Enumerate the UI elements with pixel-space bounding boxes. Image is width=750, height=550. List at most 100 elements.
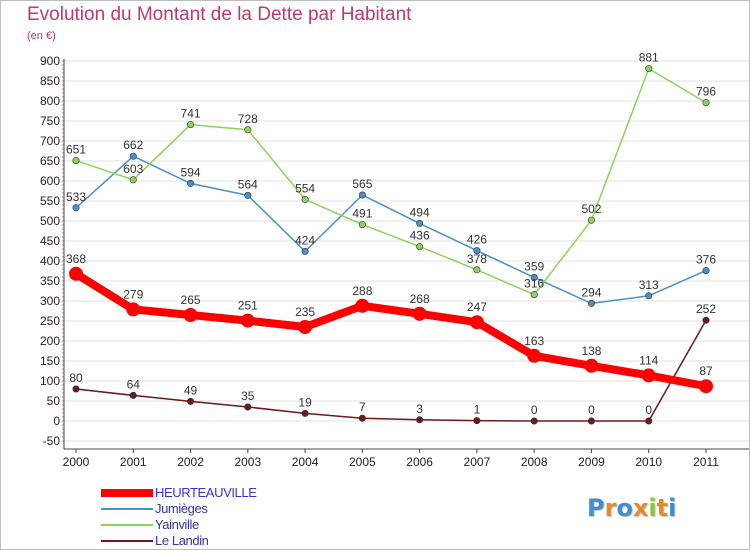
y-tick-label: 250 [40,314,60,328]
data-label: 564 [238,177,258,191]
chart-title: Evolution du Montant de la Dette par Hab… [27,4,412,25]
data-label: 64 [127,377,141,391]
x-tick-label: 2007 [464,455,491,469]
data-point [355,298,370,313]
data-label: 80 [69,371,83,385]
data-point [301,247,309,255]
data-label: 19 [298,395,312,409]
legend-label: Le Landin [155,533,209,548]
y-tick-label: 200 [40,334,60,348]
data-point [72,204,80,212]
y-tick-label: 100 [40,374,60,388]
data-point [587,417,595,425]
data-point [469,315,484,330]
logo-letter: o [616,494,633,522]
data-label: 316 [524,277,544,291]
y-tick-label: 550 [40,194,60,208]
logo-letter: i [648,494,657,522]
y-tick-label: -50 [43,434,61,448]
legend-swatch [101,489,153,497]
series-0: 368 279 265 251 235 288 268 247 163 138 114 87 [66,252,713,394]
data-label: 7 [359,400,366,414]
legend-swatch [101,524,153,526]
data-point [587,216,595,224]
data-label: 247 [467,300,487,314]
series-1: 533 662 594 564 424 565 494 426 359 294 313 376 [66,138,716,307]
y-tick-label: 500 [40,214,60,228]
data-point [358,191,366,199]
legend-label: Yainville [155,517,199,532]
data-label: 603 [123,162,143,176]
x-tick-label: 2008 [521,455,548,469]
data-label: 313 [639,278,659,292]
data-point [129,391,137,399]
series-line [75,67,707,296]
y-tick-label: 800 [40,94,60,108]
y-tick-label: 650 [40,154,60,168]
data-label: 235 [295,305,315,319]
data-label: 49 [184,383,198,397]
data-point [473,247,481,255]
y-tick-label: 300 [40,294,60,308]
data-point [129,176,137,184]
series-line [73,270,707,391]
legend-label: Jumièges [155,501,208,516]
data-label: 0 [531,403,538,417]
data-label: 565 [352,177,372,191]
data-label: 436 [410,229,430,243]
data-label: 3 [416,402,423,416]
data-point [187,397,195,405]
data-label: 881 [639,51,659,65]
series-3: 80 64 49 35 19 7 3 1 0 0 0 252 [69,302,716,425]
x-tick-label: 2010 [635,455,662,469]
data-point [298,320,313,334]
logo-letter: P [587,494,605,522]
y-tick-label: 400 [40,254,60,268]
data-point [244,126,252,134]
y-tick-label: 50 [47,394,61,408]
data-label: 1 [474,403,481,417]
data-label: 35 [241,389,255,403]
data-point [645,417,653,425]
data-point [240,313,255,328]
data-label: 0 [645,403,652,417]
data-label: 288 [352,284,372,298]
series-line [75,319,707,422]
data-label: 294 [581,285,601,299]
data-label: 279 [123,287,143,301]
data-point [527,348,542,363]
y-tick-label: 450 [40,234,60,248]
y-tick-label: 600 [40,174,60,188]
data-point [244,403,252,411]
data-label: 424 [295,233,315,247]
x-tick-label: 2000 [63,455,90,469]
data-point [72,385,80,393]
data-label: 163 [524,334,544,348]
data-label: 87 [699,364,713,378]
data-point [187,121,195,129]
data-point [416,243,424,251]
logo-letter: t [656,494,669,522]
data-point [358,414,366,422]
x-tick-label: 2009 [578,455,605,469]
data-label: 594 [181,165,201,179]
data-label: 662 [123,138,143,152]
data-point [69,266,83,281]
x-tick-label: 2005 [349,455,376,469]
data-point [645,65,653,73]
data-point [702,99,710,107]
series-2: 651 603 741 728 554 491 436 378 316 502 881 796 [66,51,716,299]
data-point [416,219,424,227]
x-tick-label: 2011 [693,455,719,469]
data-point [412,306,427,321]
data-point [530,291,538,299]
data-label: 252 [696,302,716,316]
legend-swatch [101,540,153,542]
data-point [129,152,137,160]
data-label: 728 [238,112,258,126]
data-point [587,299,595,307]
data-label: 376 [696,253,716,267]
data-label: 651 [66,143,86,157]
